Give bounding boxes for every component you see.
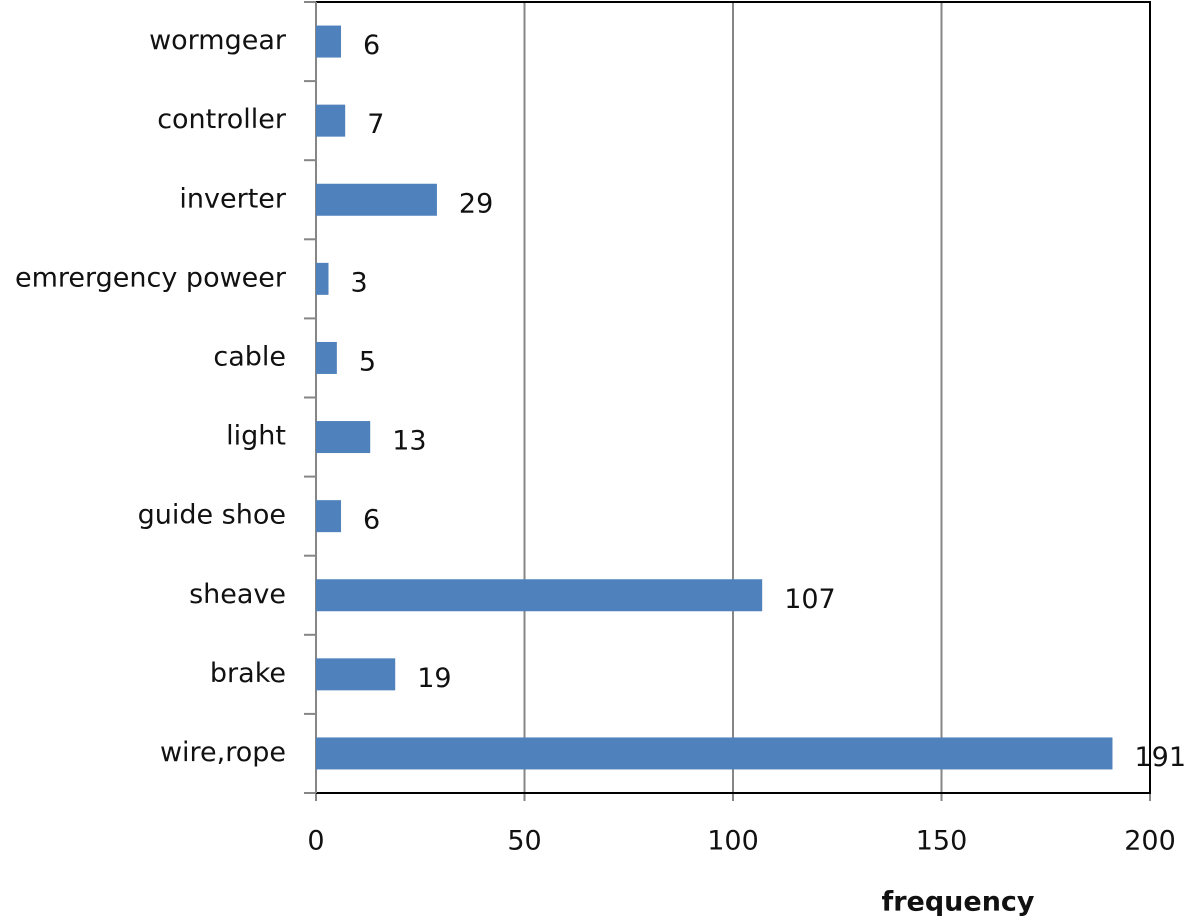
y-tick-label: light — [226, 421, 286, 452]
bar — [316, 579, 763, 612]
data-label: 19 — [417, 663, 451, 694]
y-tick-label: wire,rope — [160, 737, 286, 768]
x-tick-label: 50 — [507, 826, 541, 857]
bar — [316, 500, 342, 533]
bar — [316, 104, 346, 137]
y-tick-label: inverter — [179, 183, 287, 214]
data-label: 6 — [363, 30, 380, 61]
y-tick-label: cable — [213, 341, 286, 372]
data-label: 7 — [367, 109, 384, 140]
bar — [316, 262, 329, 295]
data-label: 5 — [359, 346, 376, 377]
y-tick-label: controller — [157, 104, 287, 135]
bar — [316, 737, 1113, 770]
data-label: 191 — [1134, 742, 1186, 773]
bar — [316, 183, 437, 216]
data-label: 13 — [392, 426, 426, 457]
x-tick-label: 150 — [916, 826, 968, 857]
data-label: 3 — [351, 267, 368, 298]
data-label: 29 — [459, 188, 493, 219]
bar — [316, 421, 371, 454]
y-tick-label: wormgear — [149, 25, 287, 56]
x-tick-label: 100 — [707, 826, 759, 857]
x-tick-label: 0 — [307, 826, 324, 857]
x-tick-label: 200 — [1124, 826, 1176, 857]
data-label: 6 — [363, 505, 380, 536]
y-tick-label: emrergency poweer — [15, 262, 287, 293]
bar — [316, 25, 342, 58]
y-tick-label: sheave — [189, 579, 286, 610]
x-axis-label: frequency — [881, 887, 1034, 918]
data-label: 107 — [784, 584, 836, 615]
bar — [316, 658, 396, 691]
y-tick-label: brake — [210, 658, 286, 689]
y-tick-label: guide shoe — [138, 500, 286, 531]
bar — [316, 341, 337, 374]
